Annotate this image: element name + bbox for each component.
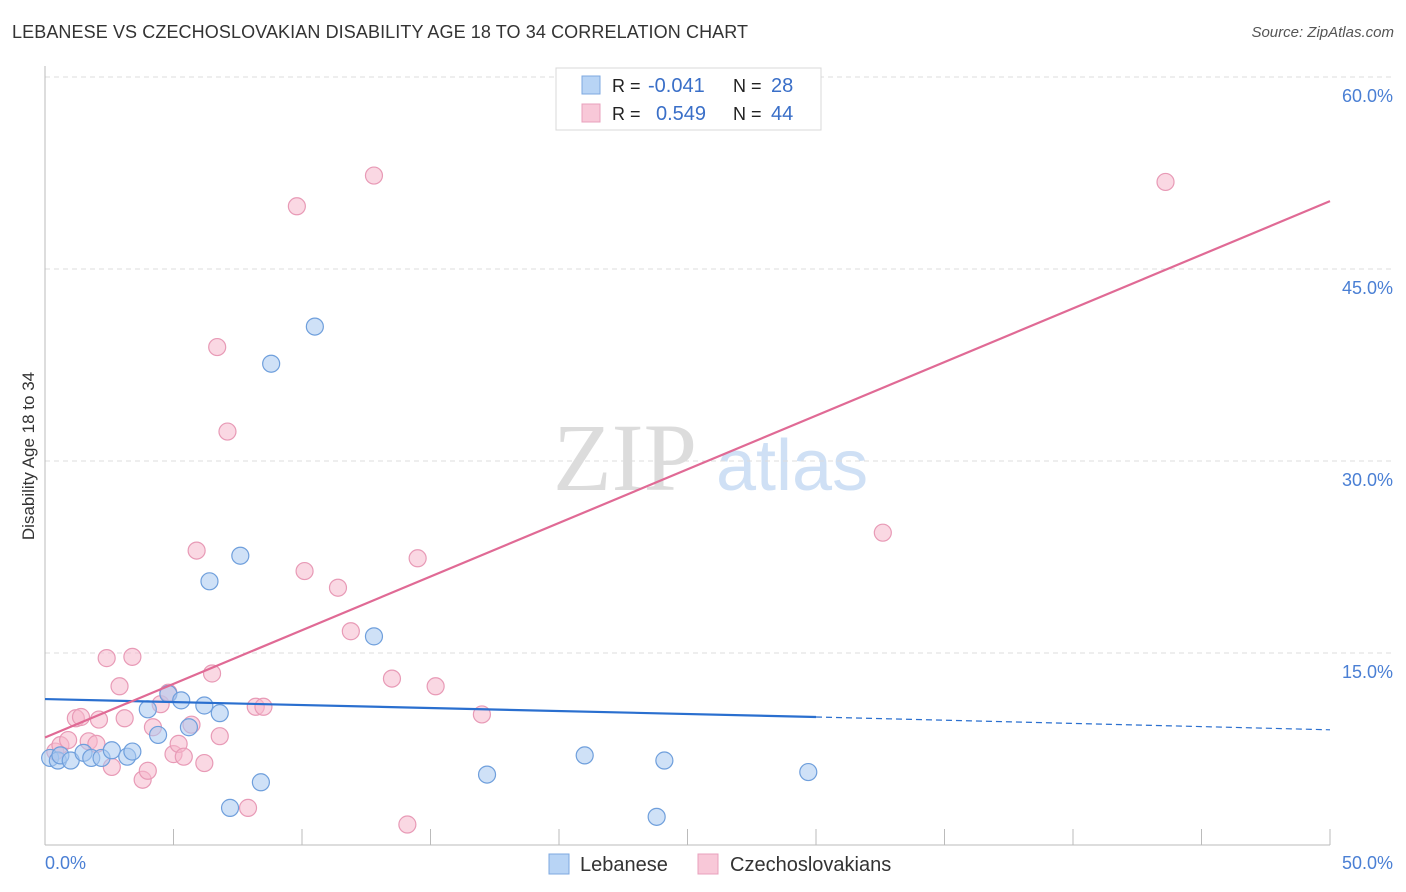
y-tick-label-2: 45.0% xyxy=(1342,278,1393,298)
x-tick-label-1: 50.0% xyxy=(1342,853,1393,873)
source-label: Source: ZipAtlas.com xyxy=(1251,24,1394,41)
y-axis-title: Disability Age 18 to 34 xyxy=(19,372,38,540)
czechoslovakians-point-31 xyxy=(287,197,306,216)
legend-swatch-lebanese xyxy=(581,75,601,95)
legend-swatch-czechoslovakians xyxy=(581,103,601,123)
czechoslovakians-point-41 xyxy=(873,523,892,542)
lebanese-point-22 xyxy=(305,317,324,336)
lebanese-point-18 xyxy=(220,798,240,817)
legend-n-label-czechoslovakians: N = xyxy=(733,104,762,124)
legend-bottom-swatch-czechoslovakians xyxy=(697,853,719,875)
x-tick-label-0: 0.0% xyxy=(45,853,86,873)
czechoslovakians-point-34 xyxy=(341,622,360,641)
legend-bottom-swatch-lebanese xyxy=(548,853,570,875)
legend-n-label-lebanese: N = xyxy=(733,76,762,96)
czechoslovakians-point-23 xyxy=(195,753,214,773)
lebanese-point-13 xyxy=(172,691,191,710)
y-tick-label-3: 60.0% xyxy=(1342,86,1393,106)
lebanese-point-16 xyxy=(200,572,219,591)
watermark-zip: ZIP xyxy=(553,404,697,511)
legend-n-value-lebanese: 28 xyxy=(771,75,793,97)
tick-labels: 15.0% 30.0% 45.0% 60.0% 0.0% 50.0% xyxy=(45,86,1393,873)
czechoslovakians-point-35 xyxy=(364,166,384,185)
legend-bottom-label-czechoslovakians: Czechoslovakians xyxy=(730,854,891,876)
czechoslovakians-point-12 xyxy=(123,647,142,666)
y-tick-label-1: 30.0% xyxy=(1342,470,1393,490)
lebanese-point-7 xyxy=(102,741,121,760)
lebanese-point-21 xyxy=(262,354,281,373)
axes xyxy=(44,66,1331,846)
lebanese-trend-line xyxy=(44,697,817,719)
legend-r-value-czechoslovakians: 0.549 xyxy=(656,103,706,125)
stats-legend: R = -0.041 N = 28 R = 0.549 N = 44 xyxy=(555,67,822,131)
lebanese-point-14 xyxy=(179,718,199,737)
czechoslovakians-point-20 xyxy=(174,747,193,766)
czechoslovakians-point-22 xyxy=(187,541,206,560)
czechoslovakians-point-11 xyxy=(115,709,134,728)
lebanese-trend-extension xyxy=(815,716,1331,731)
czechoslovakians-point-39 xyxy=(426,677,445,696)
lebanese-points xyxy=(41,317,818,826)
lebanese-point-17 xyxy=(210,704,229,723)
lebanese-point-23 xyxy=(364,627,384,646)
lebanese-point-9 xyxy=(123,742,142,761)
watermark: ZIP atlas xyxy=(553,404,868,511)
legend-bottom-label-lebanese: Lebanese xyxy=(580,854,668,876)
series-legend: Lebanese Czechoslovakians xyxy=(548,853,891,876)
lebanese-point-10 xyxy=(138,700,157,719)
czechoslovakians-point-38 xyxy=(408,549,427,568)
gridlines xyxy=(45,76,1395,654)
czechoslovakians-point-32 xyxy=(295,561,314,581)
lebanese-point-28 xyxy=(799,762,818,782)
czechoslovakians-point-25 xyxy=(208,337,227,357)
lebanese-point-20 xyxy=(251,773,270,792)
czechoslovakians-point-2 xyxy=(59,730,78,750)
watermark-atlas: atlas xyxy=(716,426,868,506)
y-tick-label-0: 15.0% xyxy=(1342,662,1393,682)
legend-r-value-lebanese: -0.041 xyxy=(648,75,705,97)
trend-lines xyxy=(44,200,1331,739)
czechoslovakians-point-36 xyxy=(382,669,402,688)
lebanese-point-26 xyxy=(647,807,666,826)
czechoslovakians-point-10 xyxy=(110,677,129,696)
lebanese-point-19 xyxy=(231,546,250,565)
legend-r-label-lebanese: R = xyxy=(612,76,641,96)
chart-title: LEBANESE VS CZECHOSLOVAKIAN DISABILITY A… xyxy=(12,22,749,42)
lebanese-point-15 xyxy=(195,696,214,715)
czechoslovakians-point-8 xyxy=(97,649,116,668)
lebanese-point-24 xyxy=(477,765,497,784)
legend-n-value-czechoslovakians: 44 xyxy=(771,103,793,125)
czechoslovakians-point-42 xyxy=(1156,172,1175,192)
czechoslovakians-trend-line xyxy=(44,200,1331,739)
czechoslovakians-point-28 xyxy=(238,798,258,817)
czechoslovakians-point-30 xyxy=(254,697,273,716)
legend-r-label-czechoslovakians: R = xyxy=(612,104,641,124)
czechoslovakians-point-33 xyxy=(328,578,348,597)
lebanese-point-11 xyxy=(148,725,168,745)
czechoslovakians-point-26 xyxy=(210,727,229,746)
lebanese-point-25 xyxy=(575,746,594,765)
lebanese-point-27 xyxy=(655,751,674,770)
czechoslovakians-point-27 xyxy=(218,422,237,441)
czechoslovakians-point-14 xyxy=(138,761,157,780)
czechoslovakians-point-37 xyxy=(398,815,417,834)
